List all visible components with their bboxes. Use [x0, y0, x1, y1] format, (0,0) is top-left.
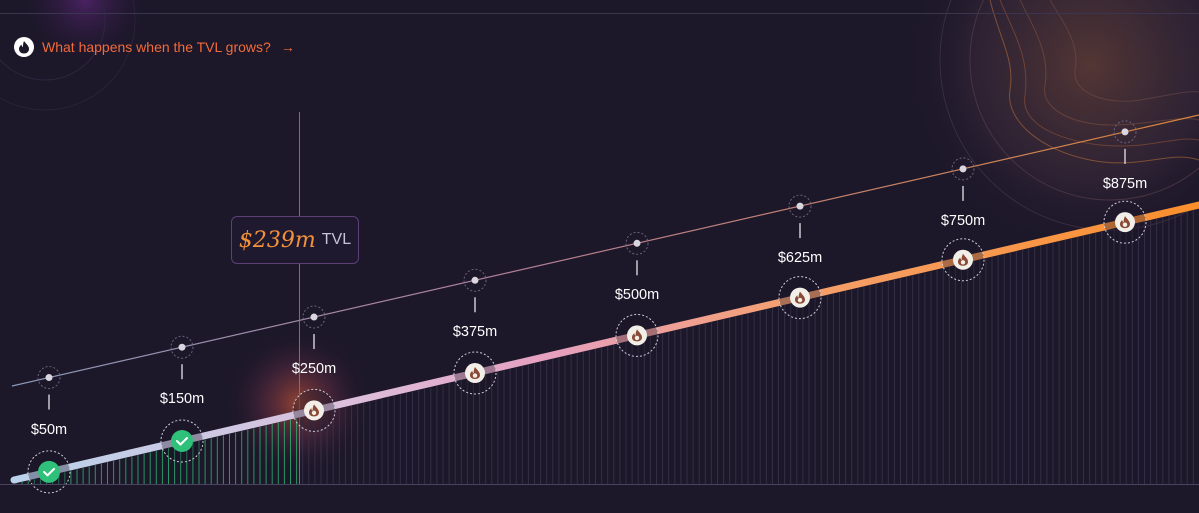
current-tvl-tooltip: $239m TVL	[231, 216, 359, 264]
target-line	[11, 114, 1199, 387]
flame-icon	[14, 37, 34, 57]
flame-glyph	[632, 329, 642, 342]
milestone-label: $50m	[30, 421, 68, 438]
milestone-375m	[453, 268, 497, 395]
arrow-right-icon: →	[280, 39, 295, 55]
check-mark	[176, 437, 188, 446]
check-icon	[38, 460, 60, 483]
target-dot-ring	[788, 194, 812, 218]
flame-core	[1122, 222, 1128, 227]
corner-ring	[0, 0, 106, 81]
planet-ring	[939, 0, 1199, 231]
planet-contour	[1049, 0, 1199, 102]
milestone-label: $875m	[1102, 175, 1148, 192]
flame-core	[472, 373, 478, 378]
milestone-label: $750m	[940, 212, 986, 229]
milestone-500m	[615, 231, 659, 357]
tvl-growth-link-label: What happens when the TVL grows?	[42, 39, 271, 55]
baseline	[0, 484, 1199, 485]
current-tvl-unit: TVL	[321, 231, 352, 248]
current-tvl-value: $239m	[238, 227, 316, 253]
target-dot	[471, 276, 479, 284]
target-dot	[310, 313, 318, 321]
flame-glyph	[309, 404, 319, 417]
planet-contour	[1019, 0, 1199, 126]
target-dot	[633, 239, 641, 247]
target-dot	[1121, 128, 1129, 136]
milestone-markers	[27, 120, 1147, 494]
target-dot	[178, 343, 186, 351]
milestone-250m	[292, 305, 336, 432]
milestone-label: $250m	[291, 361, 337, 378]
milestone-label: $375m	[452, 324, 498, 341]
milestone-150m	[160, 335, 204, 463]
target-dot-ring	[170, 335, 194, 359]
target-dot-ring	[951, 157, 975, 181]
target-dot-ring	[463, 268, 487, 292]
background-decoration	[0, 0, 1199, 255]
milestone-label: $625m	[777, 250, 823, 267]
flame-core	[960, 260, 966, 265]
top-divider	[0, 13, 1199, 14]
target-dot-ring	[37, 366, 61, 390]
milestone-875m	[1103, 120, 1147, 244]
flame-core	[634, 335, 640, 341]
milestone-50m	[27, 366, 71, 494]
flame-core	[797, 297, 803, 303]
check-icon	[171, 430, 193, 453]
planet-contour	[999, 0, 1199, 147]
target-dot-ring	[302, 305, 326, 329]
flame-glyph	[470, 367, 480, 380]
tvl-bars	[15, 210, 1194, 484]
progress-line	[10, 201, 1199, 484]
flame-core	[311, 410, 317, 416]
check-mark	[43, 467, 55, 477]
flame-glyph	[795, 291, 805, 304]
milestone-625m	[778, 194, 822, 320]
target-dot-ring	[1113, 120, 1137, 144]
flame-glyph	[1120, 216, 1130, 229]
flame-glyph	[958, 253, 968, 266]
target-dot-ring	[625, 231, 649, 255]
milestone-label: $150m	[159, 391, 205, 408]
corner-ring	[0, 0, 136, 111]
target-dot	[959, 165, 967, 173]
milestone-750m	[941, 157, 985, 282]
target-dot	[45, 374, 53, 382]
corner-glow	[15, 0, 155, 70]
milestone-label: $500m	[614, 287, 660, 304]
tvl-growth-link[interactable]: What happens when the TVL grows? →	[14, 37, 295, 57]
planet-ring	[969, 0, 1199, 201]
planet-glow	[900, 0, 1199, 255]
target-dot	[796, 202, 804, 210]
planet-contour	[989, 0, 1199, 164]
